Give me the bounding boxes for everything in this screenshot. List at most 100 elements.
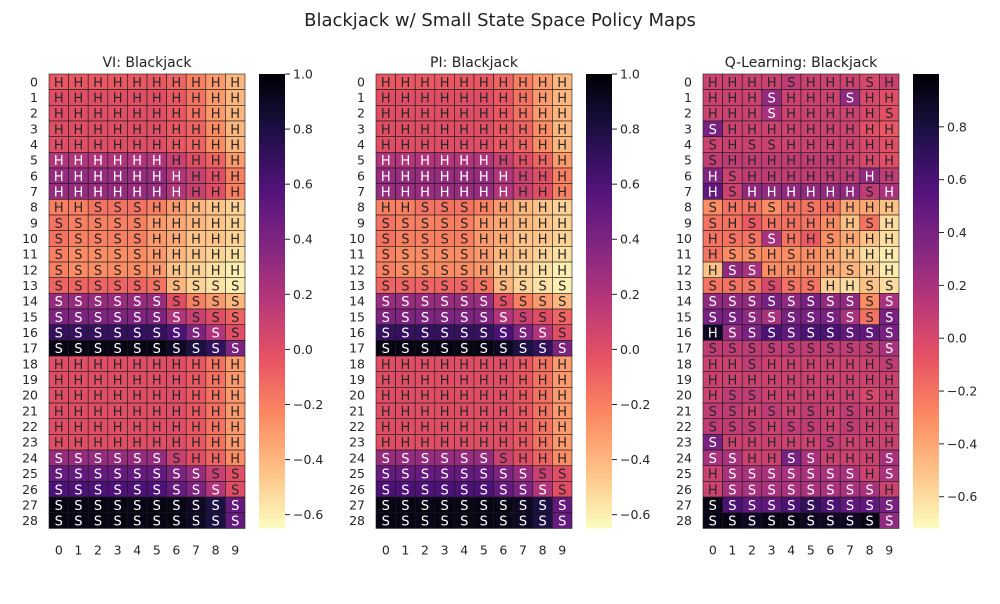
policy-label: S [748,139,756,154]
policy-label: S [421,468,429,483]
policy-label: H [132,389,142,404]
policy-label: H [538,107,548,122]
policy-label: H [230,233,240,248]
policy-label: H [826,358,836,373]
policy-label: S [133,233,141,248]
policy-label: S [728,233,736,248]
policy-label: H [708,468,718,483]
policy-label: H [74,154,84,169]
policy-label: H [381,201,391,216]
policy-label: H [459,358,469,373]
y-tick-label: 23 [22,435,38,450]
policy-label: H [230,123,240,138]
policy-label: S [728,311,736,326]
y-tick-label: 18 [676,356,692,371]
policy-label: S [460,295,468,310]
policy-label: S [826,499,834,514]
policy-label: H [172,421,182,436]
x-tick-label: 0 [709,542,717,557]
policy-label: H [826,264,836,279]
x-tick-label: 1 [401,542,409,557]
policy-label: S [172,468,180,483]
y-tick-label: 10 [349,231,365,246]
policy-label: S [94,295,102,310]
policy-label: S [480,499,488,514]
policy-label: H [747,170,757,185]
policy-label: S [865,389,873,404]
policy-label: H [728,154,738,169]
policy-label: H [708,233,718,248]
policy-label: H [806,170,816,185]
policy-label: S [382,515,390,530]
policy-label: S [709,515,717,530]
policy-label: S [728,248,736,263]
y-tick-label: 11 [349,247,365,262]
policy-label: S [133,295,141,310]
policy-label: S [94,327,102,342]
policy-label: H [172,389,182,404]
policy-label: H [401,154,411,169]
policy-label: H [230,170,240,185]
policy-label: H [708,107,718,122]
policy-label: S [787,468,795,483]
policy-label: H [230,92,240,107]
policy-label: S [709,139,717,154]
policy-label: S [192,468,200,483]
policy-label: H [113,358,123,373]
policy-label: S [767,499,775,514]
policy-label: S [113,233,121,248]
policy-label: H [172,139,182,154]
policy-label: H [865,405,875,420]
policy-label: H [557,248,567,263]
policy-label: H [518,170,528,185]
policy-label: S [421,264,429,279]
policy-label: H [845,452,855,467]
policy-label: S [519,327,527,342]
policy-label: H [538,358,548,373]
policy-label: H [767,186,777,201]
policy-label: S [460,515,468,530]
policy-label: S [846,342,854,357]
policy-label: S [74,280,82,295]
policy-label: S [153,311,161,326]
policy-label: S [885,280,893,295]
y-tick-label: 4 [357,137,365,152]
policy-label: H [479,154,489,169]
policy-label: H [557,123,567,138]
y-tick-label: 11 [22,247,38,262]
policy-label: H [865,170,875,185]
policy-label: H [786,436,796,451]
policy-label: S [153,280,161,295]
policy-label: H [152,123,162,138]
policy-label: S [519,499,527,514]
policy-label: S [192,280,200,295]
policy-label: H [113,123,123,138]
policy-label: H [191,421,201,436]
policy-label: H [557,201,567,216]
policy-label: S [519,311,527,326]
policy-label: S [74,483,82,498]
policy-label: S [748,499,756,514]
policy-label: S [133,264,141,279]
policy-label: H [93,92,103,107]
policy-label: H [230,201,240,216]
policy-label: S [211,295,219,310]
policy-label: H [747,123,757,138]
policy-label: S [74,327,82,342]
policy-label: S [172,295,180,310]
y-tick-label: 7 [30,184,38,199]
policy-label: S [94,201,102,216]
policy-label: H [865,233,875,248]
policy-label: S [440,327,448,342]
policy-label: H [865,468,875,483]
policy-label: H [479,201,489,216]
policy-label: S [401,342,409,357]
y-tick-label: 26 [22,482,38,497]
policy-label: S [55,280,63,295]
y-tick-label: 23 [349,435,365,450]
policy-label: H [459,123,469,138]
policy-label: S [787,342,795,357]
policy-label: H [786,264,796,279]
policy-label: H [728,436,738,451]
colorbar-tick-label: 0.6 [947,172,967,187]
